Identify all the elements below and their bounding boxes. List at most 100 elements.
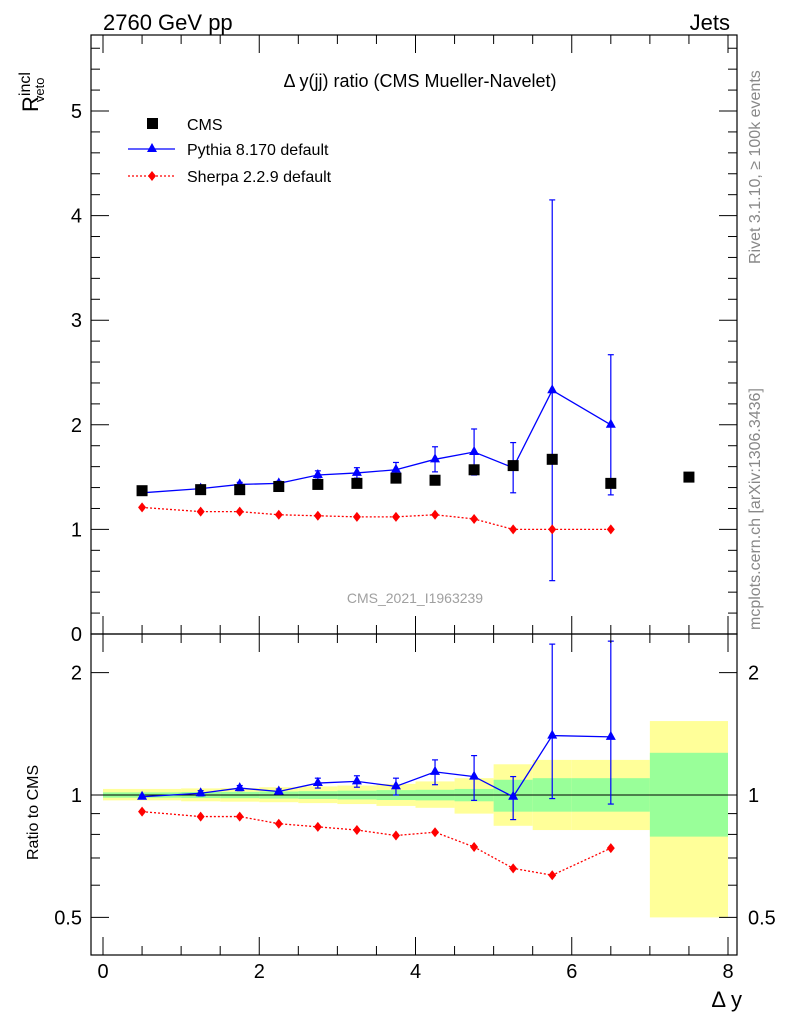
cms-point <box>468 464 480 476</box>
ratio-frame <box>90 633 738 956</box>
ratio-sherpa-point <box>391 830 400 841</box>
ratio-y-tick-label-right: 2 <box>748 663 759 685</box>
main-y-tick-labels: 0 1 2 3 4 5 <box>71 101 82 646</box>
sherpa-point <box>235 506 244 517</box>
main-y-tick-label: 2 <box>71 415 82 437</box>
main-title: Δ y(jj) ratio (CMS Mueller-Navelet) <box>283 71 556 91</box>
ratio-pythia-point <box>605 730 616 740</box>
ratio-pythia-point <box>390 780 401 790</box>
ratio-sherpa-point <box>509 863 518 874</box>
ratio-pythia-point <box>547 729 558 739</box>
ratio-ticks <box>91 634 737 955</box>
pythia-point <box>390 463 401 473</box>
ratio-y-tick-label: 2 <box>71 663 82 685</box>
ratio-y-axis-label: Ratio to CMS <box>25 765 42 860</box>
cms-point <box>195 484 207 496</box>
legend-sherpa-label: Sherpa 2.2.9 default <box>187 169 332 186</box>
ratio-sherpa-point <box>235 811 244 822</box>
ratio-sherpa-point <box>352 825 361 836</box>
ratio-sherpa-point <box>196 811 205 822</box>
main-series <box>137 199 616 582</box>
pythia-point <box>351 466 362 476</box>
legend-cms-label: CMS <box>187 117 223 134</box>
sherpa-point <box>470 513 479 524</box>
rivet-label: Rivet 3.1.10, ≥ 100k events <box>747 70 764 264</box>
sherpa-line <box>142 506 611 531</box>
mcplots-label: mcplots.cern.ch [arXiv:1306.3436] <box>747 388 764 630</box>
pythia-point <box>547 384 558 394</box>
ratio-series <box>137 640 616 881</box>
cms-point <box>351 477 363 489</box>
ratio-y-tick-labels: 0.5 0.5 1 1 2 2 <box>54 663 776 930</box>
analysis-watermark: CMS_2021_I1963239 <box>347 590 483 606</box>
ratio-bands <box>103 721 728 918</box>
cms-point <box>683 471 695 483</box>
ratio-sherpa-point <box>548 870 557 881</box>
pythia-point <box>469 445 480 455</box>
main-ticks <box>91 35 737 635</box>
x-tick-label: 8 <box>722 961 733 983</box>
ratio-sherpa-point <box>138 806 147 817</box>
ratio-pythia-point <box>312 777 323 787</box>
ratio-pythia-line <box>142 734 611 798</box>
main-y-tick-label: 1 <box>71 519 82 541</box>
x-axis-label: Δ y <box>711 987 742 1012</box>
legend-pythia-marker <box>147 143 157 152</box>
ylabel-sup: incl <box>17 72 34 96</box>
main-y-tick-label: 0 <box>71 624 82 646</box>
x-tick-label: 2 <box>254 961 265 983</box>
legend-pythia-label: Pythia 8.170 default <box>187 142 329 159</box>
ratio-pythia-point <box>273 785 284 795</box>
cms-point <box>507 460 519 472</box>
legend-cms-marker <box>147 118 158 129</box>
sherpa-point <box>548 524 557 535</box>
ratio-sherpa-point <box>470 841 479 852</box>
cms-point <box>546 453 558 465</box>
pythia-point <box>312 469 323 479</box>
main-y-axis-label: Rinclveto <box>17 72 47 112</box>
sherpa-point <box>196 506 205 517</box>
header-left: 2760 GeV pp <box>103 10 233 35</box>
cms-point <box>605 477 617 489</box>
ratio-pythia-point <box>430 765 441 775</box>
sherpa-point <box>274 509 283 520</box>
svg-text:Rinclveto: Rinclveto <box>17 72 47 112</box>
main-y-tick-label: 5 <box>71 101 82 123</box>
ratio-pythia-point <box>195 787 206 797</box>
cms-point <box>273 481 285 493</box>
ratio-sherpa-point <box>313 821 322 832</box>
cms-point <box>136 485 148 497</box>
pythia-point <box>430 453 441 463</box>
ratio-pythia-point <box>508 790 519 800</box>
cms-point <box>234 484 246 496</box>
sherpa-point <box>431 509 440 520</box>
ratio-pythia-point <box>137 790 148 800</box>
ratio-sherpa-point <box>274 818 283 829</box>
sherpa-point <box>509 524 518 535</box>
legend-sherpa-marker <box>148 171 156 181</box>
ratio-y-tick-label: 1 <box>71 785 82 807</box>
pythia-point <box>605 418 616 428</box>
header-right: Jets <box>690 10 730 35</box>
ratio-pythia-point <box>351 775 362 785</box>
main-y-tick-label: 4 <box>71 206 82 228</box>
main-panel: Δ y(jj) ratio (CMS Mueller-Navelet) CMS_… <box>17 35 737 646</box>
sherpa-point <box>391 511 400 522</box>
ratio-y-tick-label: 0.5 <box>54 907 82 929</box>
ratio-y-tick-label-right: 0.5 <box>748 907 776 929</box>
ratio-sherpa-point <box>431 827 440 838</box>
ylabel-main: R <box>18 96 43 112</box>
pythia-line <box>142 389 612 494</box>
ratio-pythia-point <box>234 782 245 792</box>
ratio-sherpa-point <box>606 843 615 854</box>
cms-point <box>390 472 402 484</box>
main-y-tick-label: 3 <box>71 310 82 332</box>
sherpa-point <box>138 502 147 513</box>
x-tick-label: 4 <box>410 961 421 983</box>
ratio-pythia-point <box>469 770 480 780</box>
cms-point <box>312 478 324 490</box>
x-tick-labels: 0 2 4 6 8 <box>97 961 733 983</box>
cms-point <box>429 474 441 486</box>
x-tick-label: 0 <box>97 961 108 983</box>
